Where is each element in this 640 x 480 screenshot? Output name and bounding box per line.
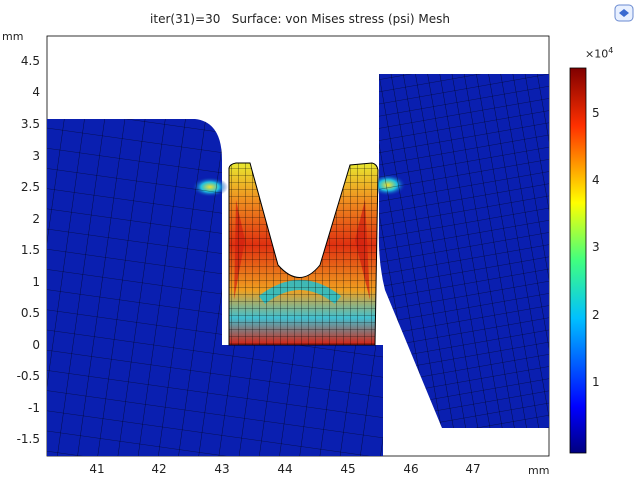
colorbar-tick: 3 [592,240,600,254]
y-tick: 1.5 [20,243,40,257]
x-tick: 47 [465,462,481,476]
colorbar-tick: 5 [592,106,600,120]
app-logo-icon [614,4,634,22]
y-tick: -0.5 [16,369,40,383]
colorbar [569,67,587,454]
y-tick: 2 [32,212,40,226]
left-block-domain [47,119,383,456]
right-block-domain [370,74,549,428]
colorbar-tick: 1 [592,375,600,389]
y-tick: 3.5 [20,117,40,131]
x-tick: 44 [277,462,293,476]
y-tick: 2.5 [20,180,40,194]
x-tick: 45 [340,462,356,476]
y-unit-label: mm [2,30,24,43]
y-tick: 0 [32,338,40,352]
u-clip-part [228,162,379,346]
plot-title: iter(31)=30 Surface: von Mises stress (p… [150,12,450,26]
y-tick: 1 [32,275,40,289]
x-tick: 41 [89,462,105,476]
x-tick: 46 [403,462,419,476]
y-tick: -1.5 [16,432,40,446]
y-tick: -1 [28,401,40,415]
y-tick: 0.5 [20,306,40,320]
colorbar-tick: 2 [592,308,600,322]
colorbar-exponent: ×104 [585,46,614,61]
x-tick: 43 [214,462,230,476]
y-tick: 4 [32,85,40,99]
x-unit-label: mm [528,464,550,477]
y-tick: 4.5 [20,54,40,68]
x-tick: 42 [151,462,167,476]
colorbar-tick: 4 [592,173,600,187]
y-tick: 3 [32,149,40,163]
